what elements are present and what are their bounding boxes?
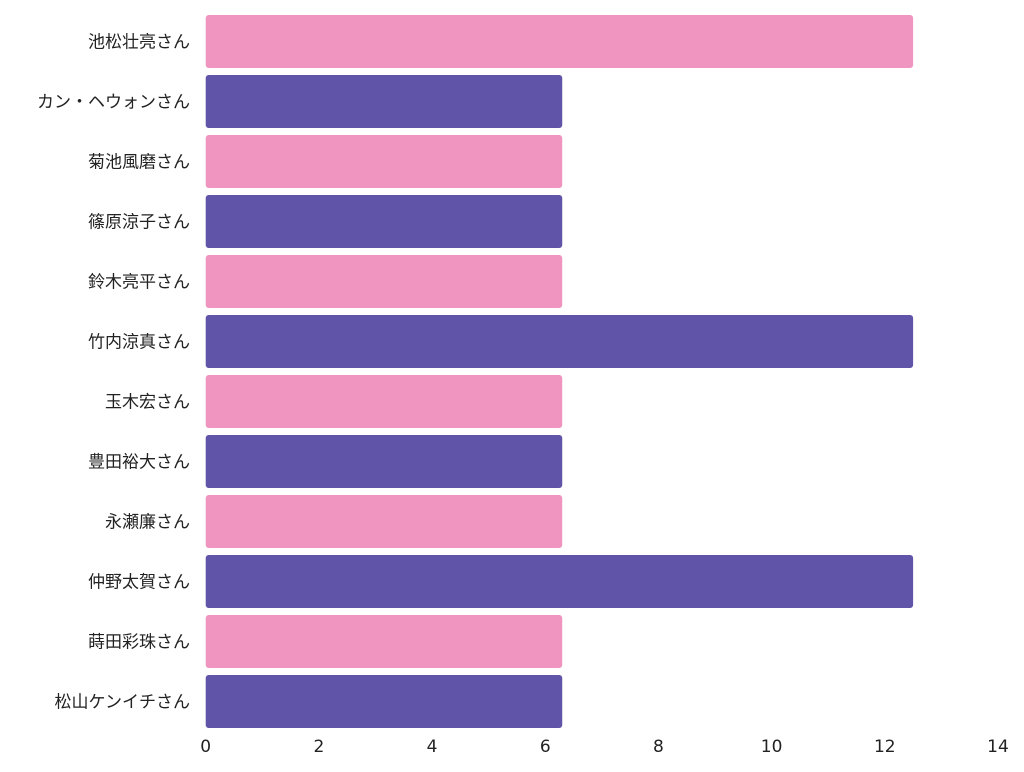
bar: [205, 615, 563, 668]
x-tick-label: 2: [313, 737, 324, 757]
bar: [205, 255, 563, 308]
x-tick-label: 14: [987, 737, 1009, 757]
category-label: 松山ケンイチさん: [55, 693, 191, 713]
x-tick-label: 4: [427, 737, 438, 757]
category-label: 蒔田彩珠さん: [88, 633, 190, 653]
bar: [205, 15, 914, 68]
bar: [205, 435, 563, 488]
bar: [205, 375, 563, 428]
category-label: 玉木宏さん: [105, 393, 190, 413]
category-label: 鈴木亮平さん: [88, 273, 190, 293]
category-label: 池松壮亮さん: [88, 33, 190, 53]
category-label: カン・ヘウォンさん: [37, 93, 190, 113]
x-tick-label: 6: [540, 737, 551, 757]
bar: [205, 195, 563, 248]
x-tick-label: 0: [200, 737, 211, 757]
category-label: 篠原涼子さん: [88, 213, 190, 233]
category-label: 永瀬廉さん: [105, 513, 190, 533]
x-tick-label: 10: [761, 737, 783, 757]
x-tick-label: 8: [653, 737, 664, 757]
bar: [205, 555, 914, 608]
bar: [205, 135, 563, 188]
category-label: 菊池風磨さん: [88, 153, 190, 173]
bar: [205, 315, 914, 368]
x-tick-label: 12: [874, 737, 896, 757]
category-label: 竹内涼真さん: [88, 333, 190, 353]
category-label: 仲野太賀さん: [88, 573, 190, 593]
bar: [205, 675, 563, 728]
bar: [205, 75, 563, 128]
bar: [205, 495, 563, 548]
category-label: 豊田裕大さん: [88, 453, 190, 473]
